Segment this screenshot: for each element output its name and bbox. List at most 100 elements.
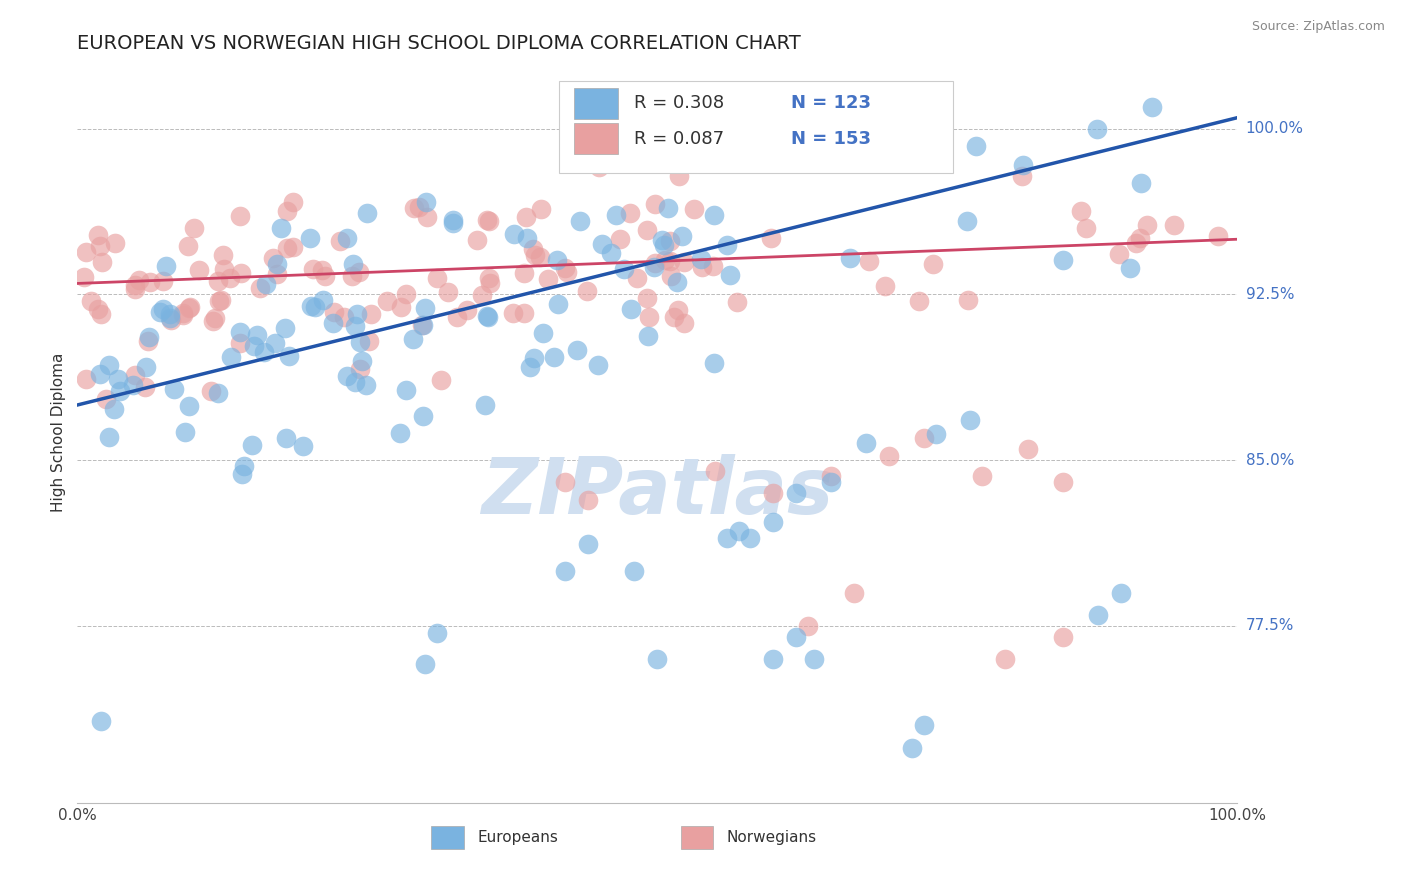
Point <box>209 293 232 307</box>
Point <box>274 321 297 335</box>
Point <box>177 239 200 253</box>
Point <box>253 344 276 359</box>
Point <box>523 248 546 262</box>
Point <box>356 206 378 220</box>
Point <box>1070 203 1092 218</box>
Point <box>342 258 364 272</box>
Point <box>1052 253 1074 268</box>
Point <box>690 260 713 274</box>
Point <box>664 310 686 325</box>
Point <box>128 273 150 287</box>
Point <box>956 213 979 227</box>
Point <box>346 307 368 321</box>
Point <box>211 248 233 262</box>
Point <box>515 211 537 225</box>
Point <box>1130 176 1153 190</box>
Point <box>395 383 418 397</box>
Point <box>785 630 807 644</box>
Point <box>108 384 131 398</box>
Point <box>179 300 201 314</box>
Point <box>152 302 174 317</box>
Point <box>340 269 363 284</box>
Point <box>689 100 711 114</box>
Point <box>357 334 380 348</box>
Point <box>80 293 103 308</box>
Point <box>672 316 695 330</box>
Point <box>312 293 335 307</box>
Text: ZIPatlas: ZIPatlas <box>481 454 834 530</box>
Point <box>298 231 321 245</box>
Point <box>243 339 266 353</box>
Point <box>135 359 157 374</box>
Point <box>183 221 205 235</box>
Point <box>349 264 371 278</box>
Point <box>231 266 253 280</box>
Point <box>820 468 842 483</box>
Point <box>477 212 499 227</box>
Point <box>591 236 613 251</box>
Point <box>565 343 588 358</box>
Point <box>177 301 200 315</box>
Point <box>658 253 681 268</box>
Point <box>281 240 304 254</box>
Point <box>1012 158 1035 172</box>
Point <box>965 139 987 153</box>
Point <box>426 271 449 285</box>
Point <box>204 310 226 325</box>
FancyBboxPatch shape <box>574 87 617 119</box>
Point <box>912 718 935 732</box>
Point <box>415 194 437 209</box>
Point <box>576 537 599 551</box>
Point <box>478 270 501 285</box>
Point <box>554 261 576 276</box>
Point <box>437 285 460 299</box>
Point <box>838 251 860 265</box>
Point <box>644 256 666 270</box>
Point <box>402 332 425 346</box>
Point <box>1085 122 1108 136</box>
Point <box>233 459 256 474</box>
Point <box>654 252 676 267</box>
Point <box>301 299 323 313</box>
Point <box>1087 607 1109 622</box>
FancyBboxPatch shape <box>574 123 617 154</box>
Point <box>647 652 669 666</box>
Point <box>471 288 494 302</box>
Point <box>179 400 201 414</box>
Point <box>266 267 288 281</box>
Point <box>240 438 263 452</box>
Point <box>104 236 127 251</box>
Point <box>72 269 94 284</box>
Point <box>122 378 145 392</box>
Point <box>1119 261 1142 276</box>
Point <box>901 740 924 755</box>
Text: 92.5%: 92.5% <box>1246 287 1294 302</box>
Point <box>231 467 253 481</box>
Point <box>959 413 981 427</box>
Point <box>159 311 181 326</box>
Text: EUROPEAN VS NORWEGIAN HIGH SCHOOL DIPLOMA CORRELATION CHART: EUROPEAN VS NORWEGIAN HIGH SCHOOL DIPLOM… <box>77 34 801 53</box>
Point <box>1052 630 1074 644</box>
Point <box>262 252 284 266</box>
Point <box>620 302 643 317</box>
Point <box>124 277 146 292</box>
Point <box>531 326 554 341</box>
Point <box>637 329 659 343</box>
Point <box>877 449 901 463</box>
Point <box>229 335 252 350</box>
Point <box>263 335 285 350</box>
Point <box>360 307 382 321</box>
Point <box>672 255 695 269</box>
Point <box>98 430 121 444</box>
Point <box>689 252 711 266</box>
Point <box>90 714 111 728</box>
FancyBboxPatch shape <box>558 81 953 173</box>
Point <box>212 262 235 277</box>
Point <box>350 354 373 368</box>
Point <box>465 233 488 247</box>
Point <box>605 208 627 222</box>
Point <box>174 425 197 439</box>
Point <box>600 246 623 260</box>
Point <box>761 231 783 245</box>
Point <box>668 169 690 184</box>
